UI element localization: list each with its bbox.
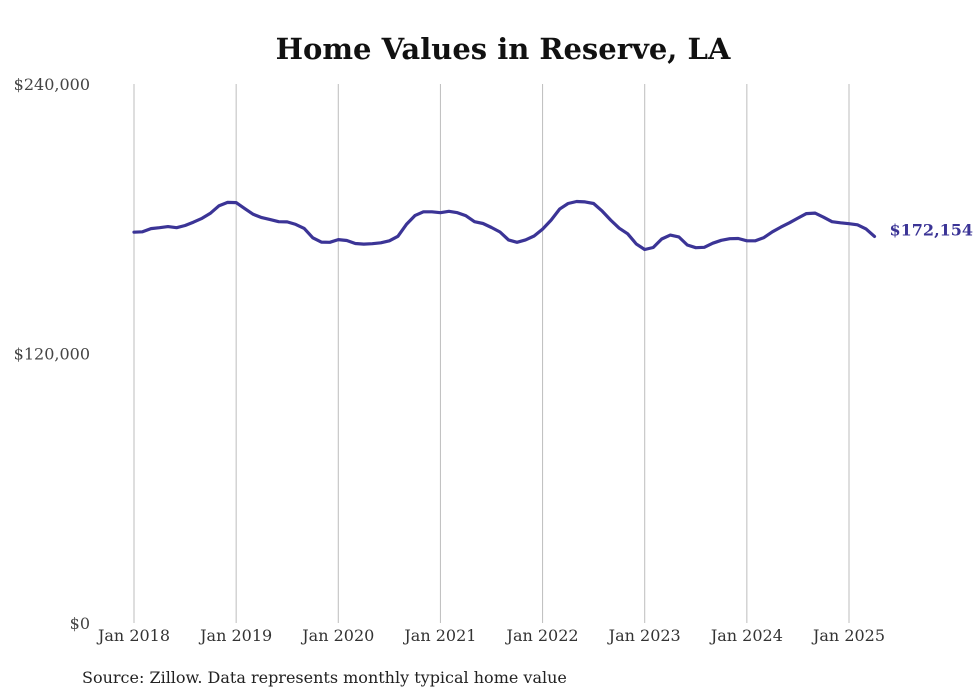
y-tick-label: $0 bbox=[70, 614, 90, 633]
home-value-line bbox=[132, 199, 877, 252]
chart-title: Home Values in Reserve, LA bbox=[276, 32, 731, 66]
x-tick-label: Jan 2020 bbox=[300, 626, 374, 645]
x-tick-label: Jan 2018 bbox=[96, 626, 170, 645]
x-tick-label: Jan 2019 bbox=[198, 626, 272, 645]
latest-value-label: $172,154 bbox=[890, 220, 974, 239]
gridlines bbox=[133, 84, 850, 623]
x-tick-label: Jan 2023 bbox=[607, 626, 681, 645]
x-tick-label: Jan 2022 bbox=[505, 626, 579, 645]
y-tick-label: $240,000 bbox=[14, 75, 90, 94]
source-note: Source: Zillow. Data represents monthly … bbox=[82, 668, 567, 687]
x-axis-ticks: Jan 2018 Jan 2019 Jan 2020 Jan 2021 Jan 2022… bbox=[96, 626, 885, 645]
y-tick-label: $120,000 bbox=[14, 345, 90, 364]
y-axis-ticks: $0 $120,000 $240,000 bbox=[14, 75, 90, 633]
x-tick-label: Jan 2024 bbox=[709, 626, 783, 645]
x-tick-label: Jan 2021 bbox=[402, 626, 476, 645]
x-tick-label: Jan 2025 bbox=[811, 626, 885, 645]
